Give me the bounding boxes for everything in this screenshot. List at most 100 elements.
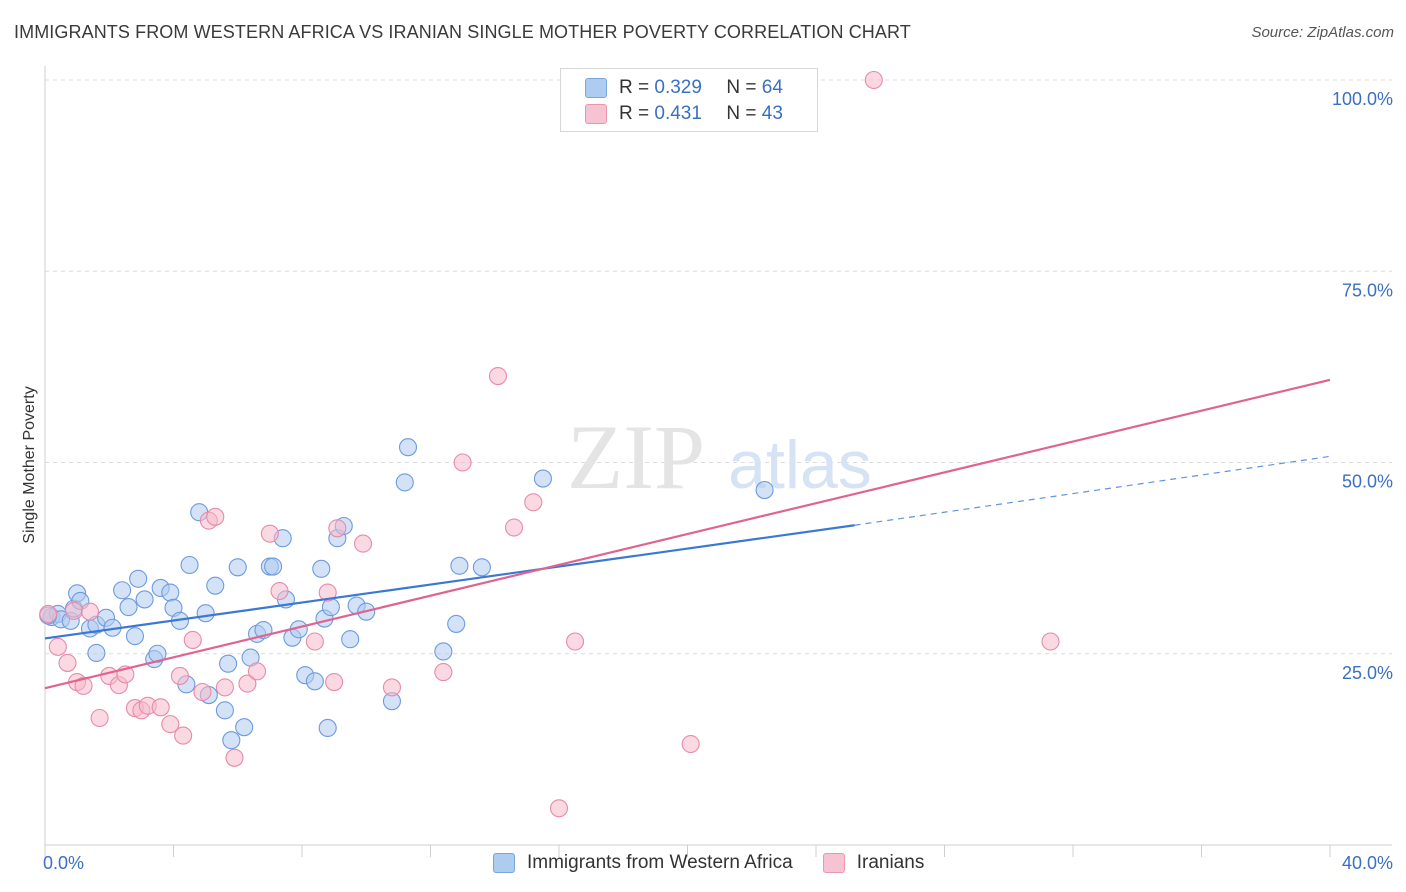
- correlation-legend: R = 0.329 N = 64 R = 0.431 N = 43: [560, 68, 818, 132]
- legend-r-label: R =: [619, 103, 650, 124]
- immigrants-point: [222, 731, 241, 750]
- immigrants-point: [228, 558, 247, 577]
- iranians-point: [151, 698, 170, 717]
- watermark: ZIP atlas: [567, 406, 872, 508]
- immigrants-point: [434, 642, 453, 661]
- legend-label-immigrants: Immigrants from Western Africa: [527, 852, 793, 873]
- legend-n-label: N =: [726, 103, 757, 124]
- iranians-point: [183, 630, 202, 650]
- iranians-point: [215, 678, 234, 697]
- immigrants-point: [206, 576, 225, 595]
- iranians-point: [206, 507, 225, 526]
- iranians-point: [524, 493, 543, 512]
- x-tick-label: 40.0%: [1342, 853, 1393, 873]
- iranians-point: [170, 666, 189, 685]
- legend-n-label: N =: [726, 77, 757, 98]
- watermark-atlas: atlas: [728, 427, 872, 503]
- iranians-point: [325, 673, 344, 692]
- legend-item-immigrants[interactable]: Immigrants from Western Africa: [493, 852, 793, 874]
- y-tick-label: 50.0%: [1342, 472, 1393, 492]
- iranians-point: [174, 726, 193, 745]
- immigrants-point: [341, 630, 360, 649]
- immigrants-point: [450, 556, 469, 575]
- iranians-point: [39, 604, 58, 624]
- iranians-point: [64, 601, 83, 620]
- y-tick-label: 25.0%: [1342, 663, 1393, 683]
- tick-labels: 25.0% 50.0% 75.0% 100.0% 0.0% 40.0%: [43, 89, 1393, 873]
- legend-r-value-iranians: 0.431: [654, 103, 702, 124]
- legend-row-immigrants: R = 0.329 N = 64: [585, 76, 783, 100]
- immigrants-point: [395, 473, 414, 492]
- legend-swatch-iranians: [585, 104, 607, 124]
- legend-r-value-immigrants: 0.329: [654, 77, 702, 98]
- legend-n-value-iranians: 43: [761, 103, 783, 124]
- watermark-zip: ZIP: [567, 406, 705, 508]
- immigrants-point: [533, 469, 552, 488]
- immigrants-point: [135, 590, 154, 609]
- trend-lines: [44, 378, 1331, 690]
- iranians-point: [864, 70, 883, 90]
- immigrants-point: [119, 598, 138, 617]
- immigrants-point: [312, 559, 331, 578]
- y-tick-label: 100.0%: [1332, 89, 1393, 109]
- chart-title: IMMIGRANTS FROM WESTERN AFRICA VS IRANIA…: [14, 22, 911, 42]
- immigrants-point: [161, 583, 180, 602]
- y-axis-label: Single Mother Poverty: [21, 386, 38, 544]
- iranians-point: [193, 682, 212, 702]
- immigrants-point: [196, 604, 215, 623]
- immigrants-point: [472, 558, 491, 577]
- iranians-point: [328, 519, 347, 538]
- legend-row-iranians: R = 0.431 N = 43: [585, 102, 783, 126]
- iranians-point: [453, 453, 472, 472]
- iranians-point: [58, 653, 77, 672]
- immigrants-point: [125, 627, 144, 646]
- iranians-point: [353, 534, 373, 553]
- trend-line-immigrants: [44, 524, 855, 640]
- iranians-point: [549, 799, 569, 818]
- iranians-point: [260, 524, 279, 543]
- legend-swatch-immigrants: [493, 853, 515, 873]
- iranians-point: [270, 581, 289, 601]
- x-tick-label: 0.0%: [43, 853, 84, 873]
- immigrants-point: [129, 569, 148, 588]
- legend-n-value-immigrants: 64: [761, 77, 783, 98]
- legend-item-iranians[interactable]: Iranians: [822, 852, 925, 874]
- legend-r-label: R =: [619, 77, 650, 98]
- trend-line-iranians: [44, 378, 1331, 690]
- immigrants-point: [113, 581, 132, 600]
- iranians-point: [74, 676, 93, 695]
- immigrants-point: [87, 643, 106, 663]
- series-iranians-points: [39, 70, 1060, 818]
- iranians-point: [681, 734, 700, 754]
- iranians-point: [90, 708, 109, 728]
- legend-swatch-immigrants: [585, 78, 607, 98]
- trend-line-immigrants-extrapolated: [854, 455, 1331, 526]
- y-tick-label: 75.0%: [1342, 280, 1393, 300]
- immigrants-point: [235, 718, 254, 737]
- iranians-point: [488, 367, 508, 386]
- immigrants-point: [398, 438, 418, 457]
- iranians-point: [318, 583, 337, 602]
- iranians-point: [434, 663, 453, 682]
- iranians-point: [382, 678, 402, 697]
- immigrants-point: [264, 557, 283, 576]
- immigrants-point: [215, 701, 234, 720]
- immigrants-point: [318, 718, 337, 738]
- immigrants-point: [447, 614, 466, 633]
- iranians-point: [80, 602, 100, 621]
- iranians-point: [1041, 632, 1060, 651]
- iranians-point: [247, 662, 267, 681]
- iranians-point: [48, 637, 67, 656]
- iranians-point: [161, 715, 180, 734]
- immigrants-point: [305, 672, 324, 691]
- immigrants-point: [219, 654, 238, 673]
- grid-lines: [45, 79, 1392, 655]
- source-label: Source: ZipAtlas.com: [1251, 24, 1394, 41]
- iranians-point: [305, 632, 324, 651]
- legend-label-iranians: Iranians: [856, 852, 925, 873]
- immigrants-point: [755, 480, 774, 500]
- iranians-point: [238, 674, 257, 693]
- series-legend: Immigrants from Western Africa Iranians: [493, 852, 954, 874]
- iranians-point: [225, 748, 244, 767]
